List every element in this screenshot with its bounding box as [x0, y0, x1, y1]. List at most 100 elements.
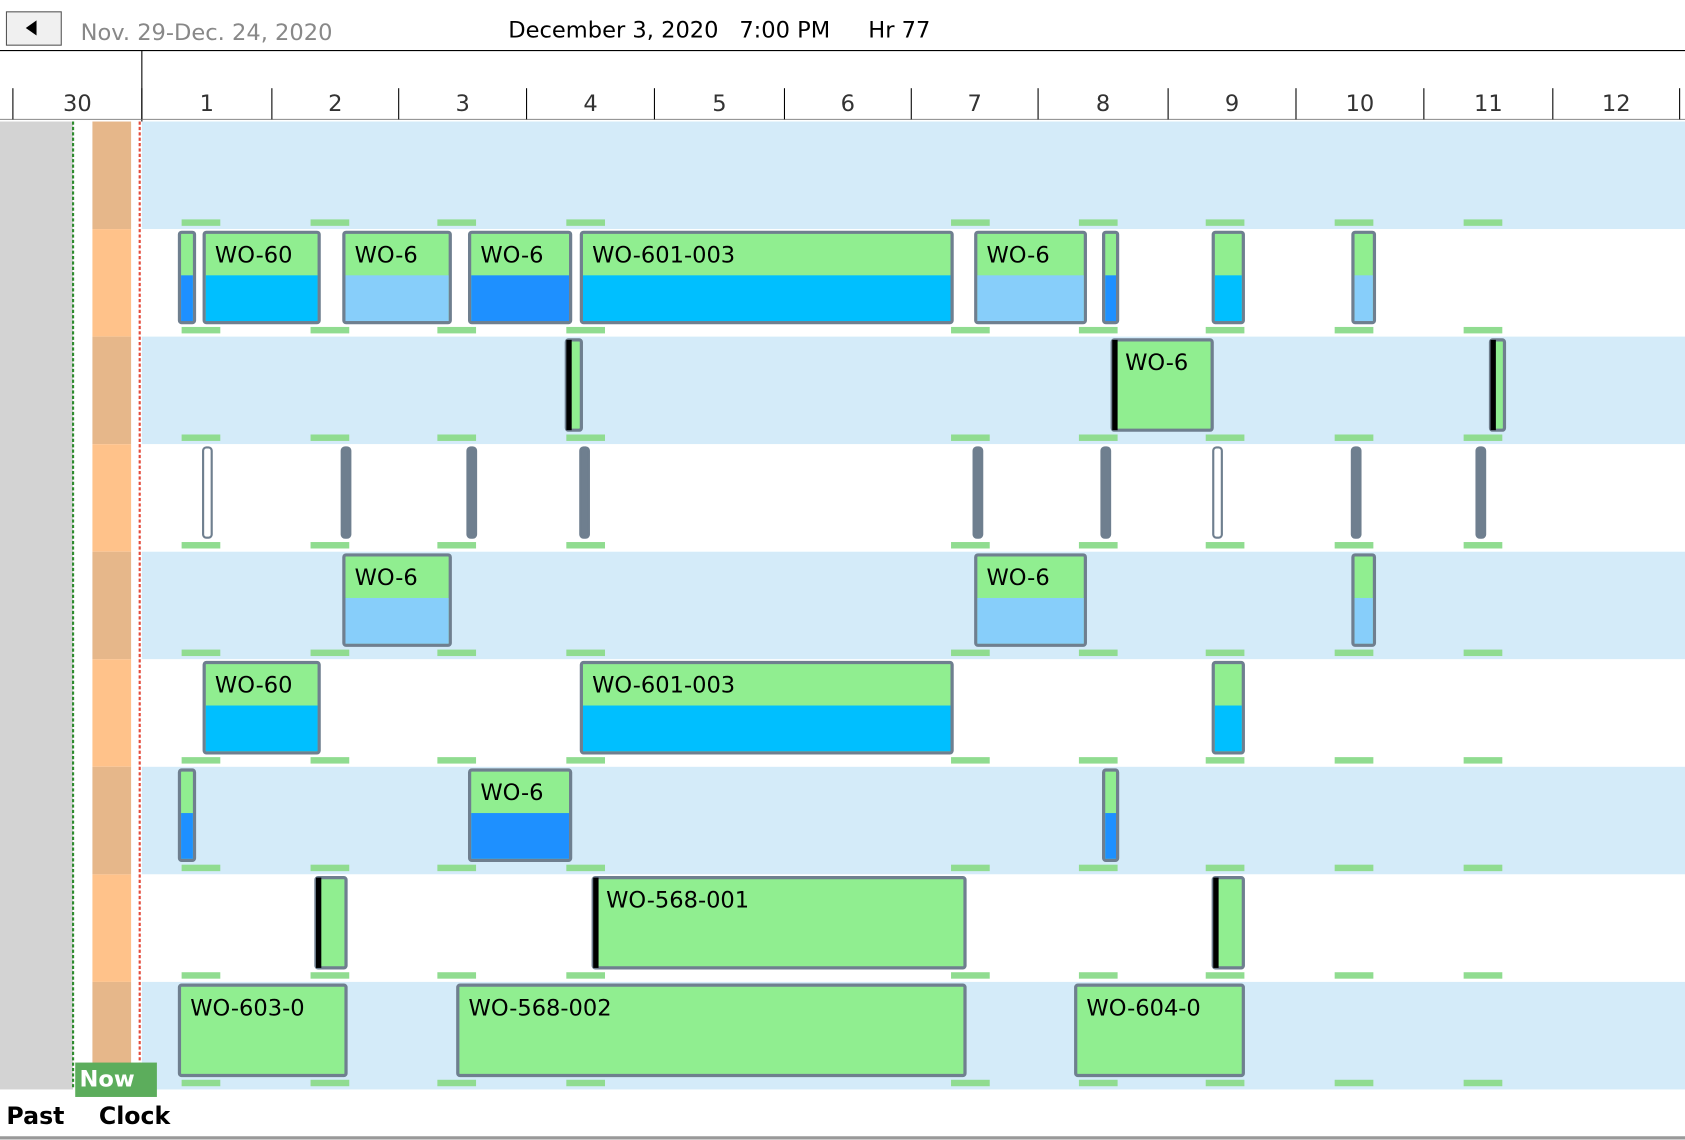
day-label: 9: [1225, 91, 1239, 117]
work-order-edge: [315, 877, 322, 968]
clock-band: [92, 229, 132, 337]
slot-marker: [181, 542, 221, 549]
slot-marker: [951, 326, 990, 334]
slot-marker: [310, 434, 350, 441]
work-order-progress: [345, 275, 449, 322]
slot-marker: [1205, 972, 1245, 979]
slot-marker: [1205, 542, 1245, 549]
work-order-label: WO-6: [986, 565, 1049, 591]
work-order-label: WO-6: [480, 780, 543, 806]
slot-marker: [437, 1079, 477, 1087]
slot-marker: [566, 434, 606, 441]
past-area: [0, 121, 74, 1090]
slot-marker: [181, 649, 221, 657]
slot-marker: [951, 219, 990, 226]
slot-marker: [181, 972, 221, 979]
work-order-label: WO-601-003: [592, 242, 735, 268]
slot-marker: [181, 864, 221, 872]
slot-marker: [1078, 542, 1118, 549]
slot-marker: [1334, 219, 1374, 226]
slot-marker: [951, 1079, 990, 1087]
slot-marker: [1463, 219, 1503, 226]
work-order-progress: [1354, 275, 1373, 322]
work-order-progress: [977, 597, 1084, 644]
slot-marker: [951, 972, 990, 979]
work-order-label: WO-6: [986, 242, 1049, 268]
slot-marker: [1334, 649, 1374, 657]
slot-marker: [1078, 757, 1118, 764]
slot-marker: [181, 434, 221, 441]
back-arrow: [25, 20, 37, 36]
now-tag: [75, 1062, 157, 1097]
work-order-progress: [345, 597, 449, 644]
work-order-label: WO-568-001: [606, 888, 749, 914]
slot-marker: [437, 219, 477, 226]
slot-marker: [951, 757, 990, 764]
work-order-progress: [1105, 813, 1116, 859]
slot-marker: [1463, 972, 1503, 979]
slot-marker: [1334, 757, 1374, 764]
slot-marker: [1463, 649, 1503, 657]
work-order-progress: [1105, 275, 1116, 322]
work-order-progress: [1214, 705, 1242, 752]
slot-marker: [310, 757, 350, 764]
slot-marker: [1205, 864, 1245, 872]
work-order-label: WO-6: [480, 242, 543, 268]
slot-marker: [181, 757, 221, 764]
date-label: December 3, 2020: [508, 18, 718, 44]
slot-marker: [437, 757, 477, 764]
slot-marker: [566, 972, 606, 979]
past-label: Past: [6, 1102, 64, 1130]
work-order-edge: [1112, 339, 1118, 431]
work-order: [177, 983, 348, 1078]
slot-marker: [1334, 864, 1374, 872]
slot-marker: [437, 972, 477, 979]
work-order-edge: [1213, 877, 1219, 968]
work-order-marker: [1350, 446, 1362, 539]
day-label: 1: [200, 91, 214, 117]
day-label: 8: [1096, 91, 1110, 117]
clock-band: [92, 121, 132, 230]
now-label: Now: [80, 1066, 135, 1092]
slot-marker: [951, 864, 990, 872]
work-order-marker: [579, 446, 590, 539]
clock-label: Clock: [99, 1102, 172, 1130]
slot-marker: [310, 1079, 350, 1087]
work-order-marker: [972, 446, 984, 539]
slot-marker: [1334, 1079, 1374, 1087]
day-label: 3: [455, 91, 469, 117]
slot-marker: [437, 864, 477, 872]
day-label: 2: [328, 91, 342, 117]
clock-band: [92, 766, 132, 875]
slot-marker: [951, 649, 990, 657]
clock-band: [92, 874, 132, 982]
slot-marker: [1463, 326, 1503, 334]
work-order-label: WO-6: [355, 242, 418, 268]
slot-marker: [1078, 326, 1118, 334]
row: [141, 336, 1685, 445]
slot-marker: [566, 1079, 606, 1087]
day-label: 4: [583, 91, 597, 117]
clock-band: [92, 444, 132, 552]
day-label: 7: [968, 91, 982, 117]
clock-band: [92, 659, 132, 767]
slot-marker: [1205, 649, 1245, 657]
slot-marker: [437, 542, 477, 549]
slot-marker: [1078, 649, 1118, 657]
work-order-label: WO-568-002: [469, 995, 612, 1021]
slot-marker: [951, 542, 990, 549]
slot-marker: [1463, 864, 1503, 872]
day-label: 12: [1602, 91, 1631, 117]
slot-marker: [1078, 864, 1118, 872]
slot-marker: [566, 542, 606, 549]
range-label: Nov. 29-Dec. 24, 2020: [81, 20, 333, 46]
work-order-marker: [466, 446, 478, 539]
slot-marker: [1078, 1079, 1118, 1087]
slot-marker: [181, 1079, 221, 1087]
work-order-progress: [181, 813, 193, 859]
work-order-progress: [471, 275, 570, 322]
slot-marker: [437, 434, 477, 441]
slot-marker: [566, 757, 606, 764]
work-order-marker: [1100, 446, 1112, 539]
